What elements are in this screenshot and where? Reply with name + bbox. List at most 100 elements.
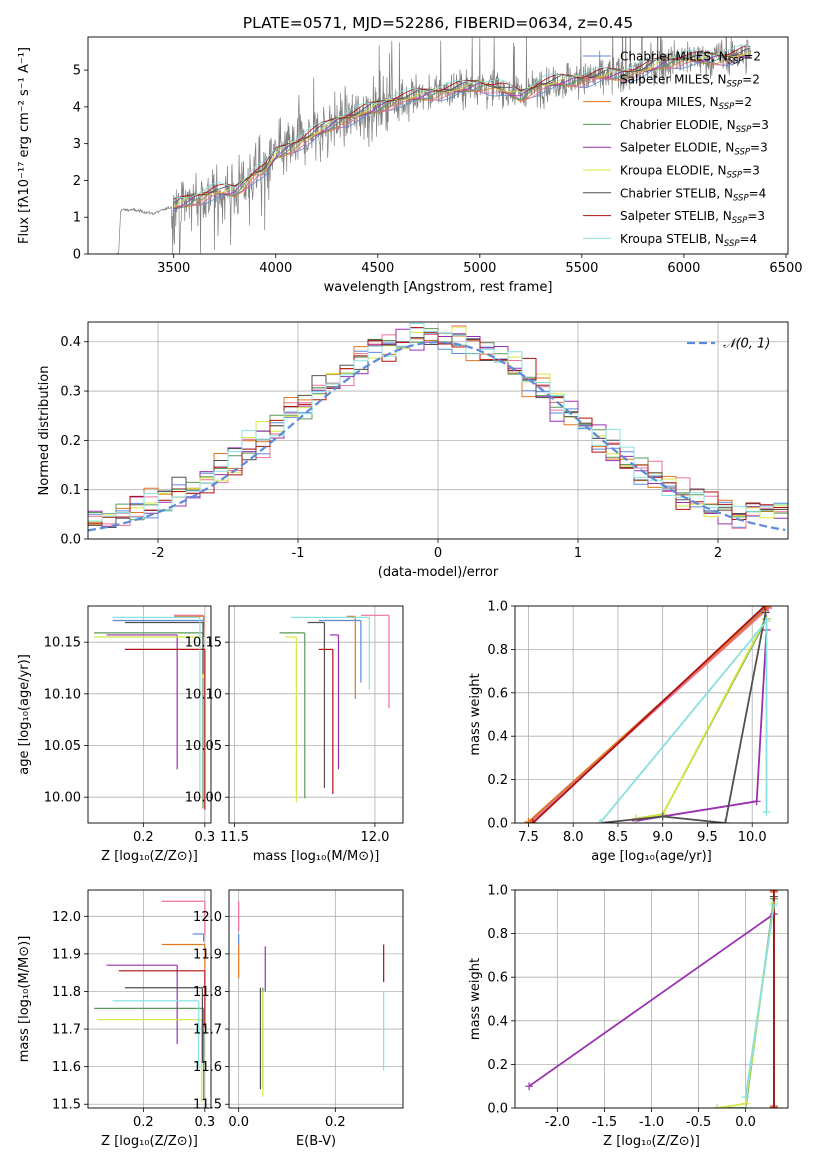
axes-weight_vs_z: -2.0 -1.5 -1.0 -0.5 0.0 0.0 0.2 0.4 0.6 0.8 1.0 Z [… xyxy=(468,884,789,1149)
point-chabrier_stelib xyxy=(124,987,203,1063)
x-tick-label: -2 xyxy=(152,546,165,561)
y-tick-label: 11.5 xyxy=(52,1098,81,1113)
x-tick-label: 0.2 xyxy=(133,830,154,845)
y-tick-label: 0.4 xyxy=(487,730,508,745)
plot-area-age_vs_z xyxy=(94,614,206,810)
weight-series-kroupa_elodie xyxy=(631,615,770,823)
legend-label: 𝒩(0, 1) xyxy=(723,337,770,352)
weight-marker xyxy=(760,606,769,610)
y-tick-label: 0.0 xyxy=(487,817,508,832)
model-line-chabrier_stelib xyxy=(173,47,751,204)
weight-marker xyxy=(525,1082,534,1091)
x-tick-label: 0.2 xyxy=(133,1115,154,1130)
point-kroupa_elodie xyxy=(97,1019,203,1103)
point-salpeter_miles xyxy=(360,614,390,709)
y-tick-label: 3 xyxy=(73,137,81,152)
y-axis-label: mass weight xyxy=(468,958,483,1040)
weight-line xyxy=(744,905,775,1098)
y-tick-label: 0.4 xyxy=(487,1014,508,1029)
x-tick-label: 0.3 xyxy=(195,830,216,845)
plot-area-residuals xyxy=(88,323,788,532)
point-chabrier_stelib xyxy=(124,621,204,675)
point-chabrier_miles xyxy=(192,933,205,942)
axes-age_vs_mass: 11.5 12.0 10.00 10.05 10.10 10.15 mass [log₁₀(… xyxy=(185,605,404,864)
point-salpeter_stelib xyxy=(318,648,334,795)
weight-series-chabrier_elodie xyxy=(631,615,771,823)
weight-series-kroupa_stelib xyxy=(741,901,778,1102)
y-tick-label: 1.0 xyxy=(487,884,508,899)
axes-frame xyxy=(514,605,789,824)
y-tick-label: 11.8 xyxy=(193,985,222,1000)
axes-weight_vs_age: 7.5 8.0 8.5 9.0 9.5 10.0 0.0 0.2 0.4 0.6 0.8 1.0 age… xyxy=(468,600,789,864)
x-tick-label: 4000 xyxy=(259,261,292,276)
point-kroupa_miles xyxy=(174,615,205,637)
y-tick-label: 0 xyxy=(73,248,81,263)
x-tick-label: 11.5 xyxy=(220,830,249,845)
x-axis-label: Z [log₁₀(Z/Z⊙)] xyxy=(603,1134,700,1149)
weight-marker xyxy=(713,1104,722,1108)
weight-marker xyxy=(721,819,730,823)
x-tick-label: 5000 xyxy=(463,261,496,276)
point-salpeter_miles xyxy=(161,900,206,936)
weight-line xyxy=(635,618,768,820)
y-tick-label: 0.8 xyxy=(487,927,508,942)
y-tick-label: 10.05 xyxy=(185,739,222,754)
model-line-salpeter_elodie xyxy=(173,53,751,210)
histogram-kroupa_stelib xyxy=(88,323,788,522)
y-tick-label: 10.00 xyxy=(44,791,81,806)
weight-marker xyxy=(524,817,533,823)
weight-marker xyxy=(741,1093,750,1102)
legend: Chabrier MILES, NSSP=2 Salpeter MILES, NS… xyxy=(583,50,769,249)
point-salpeter_elodie xyxy=(106,964,178,1045)
x-axis-label: age [log₁₀(age/yr)] xyxy=(591,849,712,864)
y-tick-label: 2 xyxy=(73,174,81,189)
x-tick-label: 10.0 xyxy=(738,830,767,845)
axes-mass_vs_z: 0.2 0.3 11.5 11.6 11.7 11.8 11.9 12.0 Z [log₁₀(Z… xyxy=(17,889,216,1149)
x-tick-label: -1.5 xyxy=(592,1115,617,1130)
y-tick-label: 0.2 xyxy=(487,773,508,788)
axes-frame xyxy=(87,889,212,1109)
x-tick-label: -1.0 xyxy=(639,1115,664,1130)
weight-line xyxy=(599,618,768,823)
x-tick-label: 1 xyxy=(574,546,582,561)
x-tick-label: 4500 xyxy=(361,261,394,276)
weight-marker xyxy=(761,608,770,617)
x-tick-label: 9.0 xyxy=(652,830,673,845)
x-axis-label: Z [log₁₀(Z/Z⊙)] xyxy=(101,1134,198,1149)
weight-line xyxy=(599,612,767,823)
point-chabrier_stelib xyxy=(307,621,326,788)
y-tick-label: 11.6 xyxy=(193,1060,222,1075)
y-tick-label: 0.2 xyxy=(60,434,81,449)
y-tick-label: 10.10 xyxy=(44,687,81,702)
plot-area-spectrum xyxy=(116,37,752,254)
weight-marker xyxy=(658,812,667,821)
legend: 𝒩(0, 1) xyxy=(687,337,770,352)
y-tick-label: 11.5 xyxy=(193,1098,222,1113)
gaussian-curve xyxy=(88,341,786,532)
x-axis-label: mass [log₁₀(M/M⊙)] xyxy=(253,849,380,864)
x-tick-label: 0.2 xyxy=(325,1115,346,1130)
x-tick-label: 3500 xyxy=(157,261,190,276)
axes-frame xyxy=(514,889,789,1109)
point-chabrier_miles xyxy=(318,619,362,683)
x-tick-label: 9.5 xyxy=(697,830,718,845)
x-tick-label: 0.0 xyxy=(735,1115,756,1130)
point-kroupa_stelib xyxy=(112,1000,200,1069)
y-tick-label: 11.7 xyxy=(193,1023,222,1038)
plot-area-age_vs_mass xyxy=(279,614,390,803)
y-tick-label: 10.10 xyxy=(185,687,222,702)
point-salpeter_elodie xyxy=(330,634,340,770)
y-tick-label: 0.6 xyxy=(487,971,508,986)
y-tick-label: 12.0 xyxy=(193,910,222,925)
x-tick-label: 0.3 xyxy=(195,1115,216,1130)
point-chabrier_elodie xyxy=(279,632,306,799)
y-tick-label: 0.1 xyxy=(60,483,81,498)
y-tick-label: 0.3 xyxy=(60,385,81,400)
y-tick-label: 11.9 xyxy=(193,947,222,962)
y-tick-label: 11.8 xyxy=(52,985,81,1000)
y-tick-label: 1.0 xyxy=(487,600,508,615)
model-line-kroupa_stelib xyxy=(173,45,751,199)
x-axis-label: Z [log₁₀(Z/Z⊙)] xyxy=(101,849,198,864)
y-tick-label: 0.8 xyxy=(487,643,508,658)
weight-series-chabrier_stelib xyxy=(596,608,770,823)
